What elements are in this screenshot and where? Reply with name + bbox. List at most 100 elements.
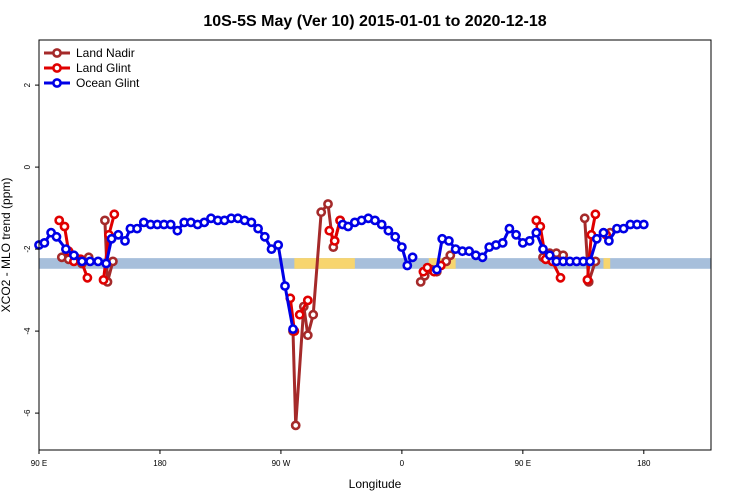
x-tick-label: 90 W [272,459,291,468]
data-point [54,215,65,226]
legend-item: Land Nadir [44,46,135,60]
data-point [302,330,313,341]
y-tick-label: 2 [23,82,32,87]
data-point [253,223,263,234]
data-point [343,221,353,232]
data-point [199,217,210,228]
data-point [59,221,70,232]
data-point [120,235,130,246]
legend-swatch-marker [52,48,62,58]
legend-swatch-marker [52,63,62,73]
data-point [604,235,614,246]
data-point [422,262,433,273]
data-point [431,264,442,275]
data-point [294,309,305,320]
data-point [106,233,117,244]
legend-swatch-marker [52,78,62,88]
data-point [98,274,109,285]
data-point [246,217,257,228]
data-point [524,235,535,246]
data-point [82,272,93,283]
data-point [538,244,548,254]
y-tick-label: -2 [23,245,32,253]
plot-frame [38,39,712,451]
data-point [77,256,87,267]
x-tick-label: 90 E [515,459,531,468]
data-point [100,215,110,226]
data-point [544,250,555,261]
data-point [280,281,290,291]
data-point [302,295,313,306]
data-point [402,260,413,271]
data-point [390,231,401,242]
data-point [113,229,124,240]
data-point [323,199,333,209]
data-point [109,209,120,220]
data-point [531,227,542,238]
data-point [85,256,95,267]
chart-title: 10S-5S May (Ver 10) 2015-01-01 to 2020-1… [203,13,546,30]
data-point [618,223,629,234]
x-tick-label: 0 [400,459,405,468]
data-point [504,223,515,234]
y-tick-label: -4 [23,327,32,335]
series-layer [34,199,649,431]
data-point [585,256,595,267]
data-point [511,229,521,240]
data-point [69,250,79,261]
axes: 90 E 180 90 W 0 90 E 180 2 0 -2 -4 -6 [23,82,651,468]
data-point [376,219,387,230]
legend-label: Land Glint [76,61,131,75]
data-point [555,272,566,283]
data-point [308,309,319,320]
data-point [396,242,407,252]
data-point [288,324,298,334]
data-point [329,235,340,246]
ocean-band [39,258,711,269]
land-band-segment [294,258,355,269]
data-point [407,252,418,263]
data-point [266,244,277,254]
data-point [259,231,270,242]
data-point [316,207,327,218]
data-point [590,209,601,220]
data-point [39,237,50,248]
data-point [93,256,103,267]
data-point [370,215,380,226]
data-point [582,274,593,285]
data-point [273,240,284,250]
data-point [101,258,112,269]
data-point [579,213,590,224]
data-point [61,244,71,254]
series-line [38,216,295,330]
land-band-segment [603,258,611,269]
y-axis-label: XCO2 - MLO trend (ppm) [0,178,13,313]
data-point [172,225,183,236]
data-point [51,231,62,242]
x-tick-label: 180 [153,459,167,468]
data-point [324,225,335,236]
data-point [443,235,454,246]
data-point [165,219,176,230]
series-group [34,213,649,334]
legend-label: Ocean Glint [76,76,140,90]
legend-item: Ocean Glint [44,76,140,90]
data-point [464,246,474,257]
legend-label: Land Nadir [76,46,135,60]
data-point [132,223,142,234]
surface-band [39,258,711,269]
data-point [591,233,602,244]
x-tick-label: 90 E [31,459,47,468]
data-point [598,227,609,238]
data-point [383,225,394,236]
x-tick-label: 180 [637,459,651,468]
y-tick-label: 0 [23,164,32,169]
data-point [445,250,456,261]
legend-item: Land Glint [44,61,131,75]
y-tick-label: -6 [23,409,32,417]
data-point [477,252,488,263]
x-axis-label: Longitude [349,477,402,491]
data-point [497,237,508,248]
